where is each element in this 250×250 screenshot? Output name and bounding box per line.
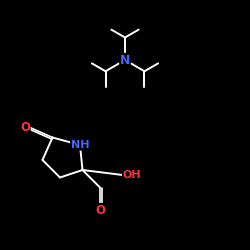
Text: O: O (95, 204, 105, 216)
Text: O: O (20, 121, 30, 134)
Text: NH: NH (71, 140, 89, 150)
Text: N: N (120, 54, 130, 66)
Text: OH: OH (122, 170, 141, 180)
